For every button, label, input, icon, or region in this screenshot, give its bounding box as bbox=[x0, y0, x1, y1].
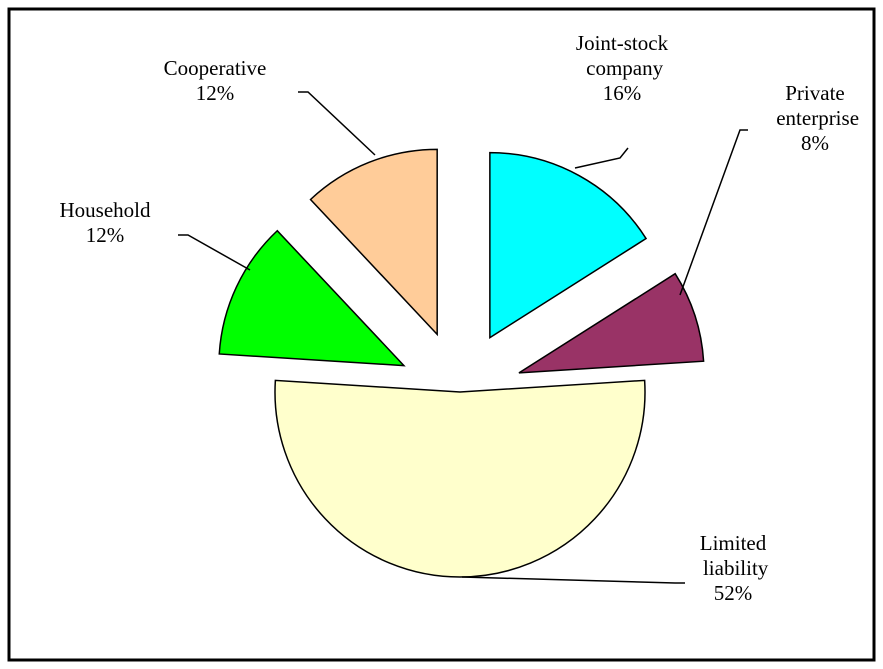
label-line: Cooperative bbox=[164, 56, 267, 80]
label-line: liability bbox=[698, 556, 769, 580]
value-label: 12% bbox=[86, 223, 125, 247]
label-line: Joint-stock bbox=[576, 31, 669, 55]
slice-label: Joint-stock company bbox=[576, 31, 669, 80]
pie-slice bbox=[518, 272, 705, 374]
label-line: Household bbox=[60, 198, 151, 222]
leader-line bbox=[178, 234, 251, 271]
pie-slice bbox=[309, 148, 438, 337]
label-line: Private bbox=[785, 81, 844, 105]
leader-line bbox=[574, 147, 629, 169]
value-label: 52% bbox=[714, 581, 753, 605]
pie-slice bbox=[218, 229, 406, 367]
value-label: 16% bbox=[603, 81, 642, 105]
label-line: company bbox=[581, 56, 664, 80]
pie-slice bbox=[274, 379, 646, 578]
slice-label: Household bbox=[60, 198, 151, 222]
value-label: 12% bbox=[196, 81, 235, 105]
slice-label: Limited liability bbox=[698, 531, 769, 580]
leader-line bbox=[298, 91, 376, 156]
label-line: enterprise bbox=[771, 106, 859, 130]
label-line: Limited bbox=[700, 531, 767, 555]
value-label: 8% bbox=[801, 131, 829, 155]
slice-label: Private enterprise bbox=[771, 81, 859, 130]
leader-line bbox=[461, 576, 685, 584]
slice-label: Cooperative bbox=[164, 56, 267, 80]
pie-slice bbox=[489, 151, 648, 340]
leader-line bbox=[679, 129, 748, 296]
